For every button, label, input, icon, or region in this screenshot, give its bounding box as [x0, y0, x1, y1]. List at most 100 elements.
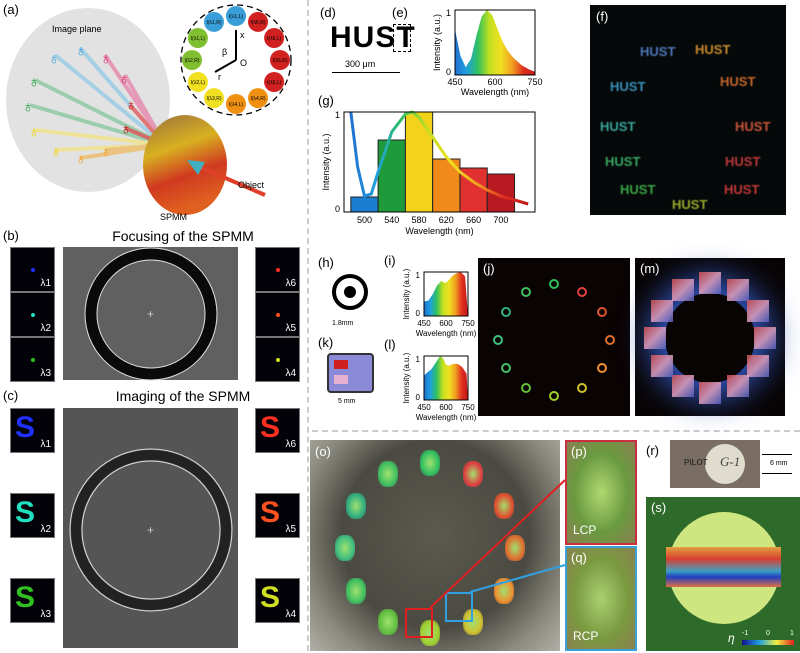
y-axis-label: Intensity (a.u.)	[402, 268, 411, 319]
image-spot	[420, 620, 440, 646]
unit-cell-box	[393, 24, 411, 52]
wavelength-label: λ2	[40, 323, 51, 334]
y-tick-label: 1	[335, 110, 340, 120]
panel-label-k: (k)	[318, 335, 334, 350]
y-tick-label: 1	[446, 8, 451, 18]
svg-text:♁: ♁	[48, 51, 60, 68]
channel-circle	[270, 50, 290, 70]
focus-thumbnail: λ1	[10, 247, 55, 292]
wavelength-label: λ6	[285, 439, 296, 450]
focal-spot	[276, 268, 280, 272]
image-spot	[577, 383, 587, 394]
rcp-image-q: (q) RCP	[565, 546, 637, 651]
channel-label: I(λ6,L)	[267, 36, 282, 42]
image-spot	[754, 327, 776, 349]
channel-circle	[182, 50, 202, 70]
channel-label: I(λ1,L)	[229, 14, 244, 20]
x-tick-label: 600	[439, 403, 453, 412]
beta-label: β	[222, 47, 227, 57]
channel-circle	[264, 72, 285, 92]
panel-label-j: (j)	[483, 261, 495, 276]
spectrum-area	[424, 356, 468, 400]
bar	[350, 196, 379, 213]
scale-label-d: 300 μm	[345, 59, 376, 69]
panel-label-r: (r)	[646, 443, 659, 458]
panel-label-h: (h)	[318, 255, 334, 270]
plot-frame	[343, 111, 536, 213]
object-label: Object	[238, 180, 265, 190]
focal-spot	[31, 268, 35, 272]
focus-thumbnail: λ5	[255, 292, 300, 337]
hust-9: HUST	[620, 182, 656, 197]
channel-label: I(λ4,L)	[229, 102, 244, 108]
wavelength-label: λ4	[285, 609, 296, 620]
panel-label-g: (g)	[318, 93, 334, 108]
svg-text:♁: ♁	[100, 144, 112, 161]
channel-label: I(λ1,L)	[191, 36, 206, 42]
svg-text:♁: ♁	[125, 97, 137, 114]
image-spot	[346, 492, 367, 519]
x-tick-label: 600	[487, 77, 502, 87]
wavelength-label: λ1	[40, 278, 51, 289]
channel-label: I(λ5,R)	[273, 58, 288, 64]
hust-8: HUST	[725, 154, 761, 169]
spectrum-area	[455, 10, 535, 75]
letter-s: S	[260, 581, 281, 614]
image-spot	[462, 461, 483, 488]
channel-circle	[264, 28, 285, 48]
origin-label: O	[240, 58, 247, 68]
letter-s: S	[260, 496, 281, 529]
experimental-image-o: (o)	[310, 440, 560, 651]
channel-circle	[226, 94, 246, 114]
wavelength-label: λ4	[285, 368, 296, 379]
channel-label: I(λ4,R)	[251, 96, 266, 102]
x-tick-label: 660	[466, 215, 481, 225]
image-spot	[549, 391, 559, 401]
schematic-a: ♁ ♁ ♁ ♁ ♁ ♁ ♁ ♁ ♁ ♁ ♁ ♁ Object Image plane I(λ…	[6, 4, 292, 215]
image-spot	[671, 374, 694, 397]
focal-spot	[31, 358, 35, 362]
title-c: Imaging of the SPMM	[115, 388, 251, 404]
sample-circle	[705, 444, 745, 484]
x-tick-label: 450	[417, 319, 431, 328]
image-spot	[521, 383, 531, 394]
channel-label: I(λ5,L)	[267, 80, 282, 86]
channel-label: I(λ6,R)	[251, 20, 266, 26]
svg-text:♁: ♁	[100, 51, 112, 68]
image-spot	[346, 577, 367, 604]
plot-frame	[423, 355, 469, 401]
letter-s: S	[15, 496, 36, 529]
spmm-metasurface	[143, 115, 227, 215]
svg-text:♁: ♁	[75, 151, 87, 168]
x-axis-label: Wavelength (nm)	[416, 329, 477, 338]
lcp-image-p: (p) LCP	[565, 440, 637, 545]
y-tick-label: 0	[416, 309, 421, 318]
svg-text:+: +	[147, 307, 154, 321]
panel-label-s: (s)	[651, 500, 667, 515]
target-image-j: (j)	[478, 258, 630, 416]
panel-label-q: (q)	[571, 550, 587, 565]
panel-label-l: (l)	[384, 337, 396, 352]
eta-symbol: η	[728, 631, 735, 645]
y-axis-label: Intensity (a.u.)	[321, 133, 331, 190]
x-tick-label: 750	[527, 77, 542, 87]
dimension-marker	[762, 454, 792, 474]
bar	[377, 139, 406, 213]
focus-thumbnail: λ4	[255, 337, 300, 382]
hust-2: HUST	[695, 42, 731, 57]
chart-g: 500 540 580 620 660 700 Intensity (a.u.) 0 1 Wave…	[321, 110, 536, 236]
y-tick-label: 1	[416, 271, 421, 280]
y-tick-label: 1	[416, 355, 421, 364]
x-tick-label: 620	[439, 215, 454, 225]
image-spot	[644, 327, 666, 349]
channel-circle	[248, 88, 268, 109]
focal-spot	[276, 313, 280, 317]
flags-object	[327, 353, 374, 393]
image-spot	[420, 450, 440, 476]
chirality-map-s: (s) η -1 0 1	[646, 497, 800, 651]
